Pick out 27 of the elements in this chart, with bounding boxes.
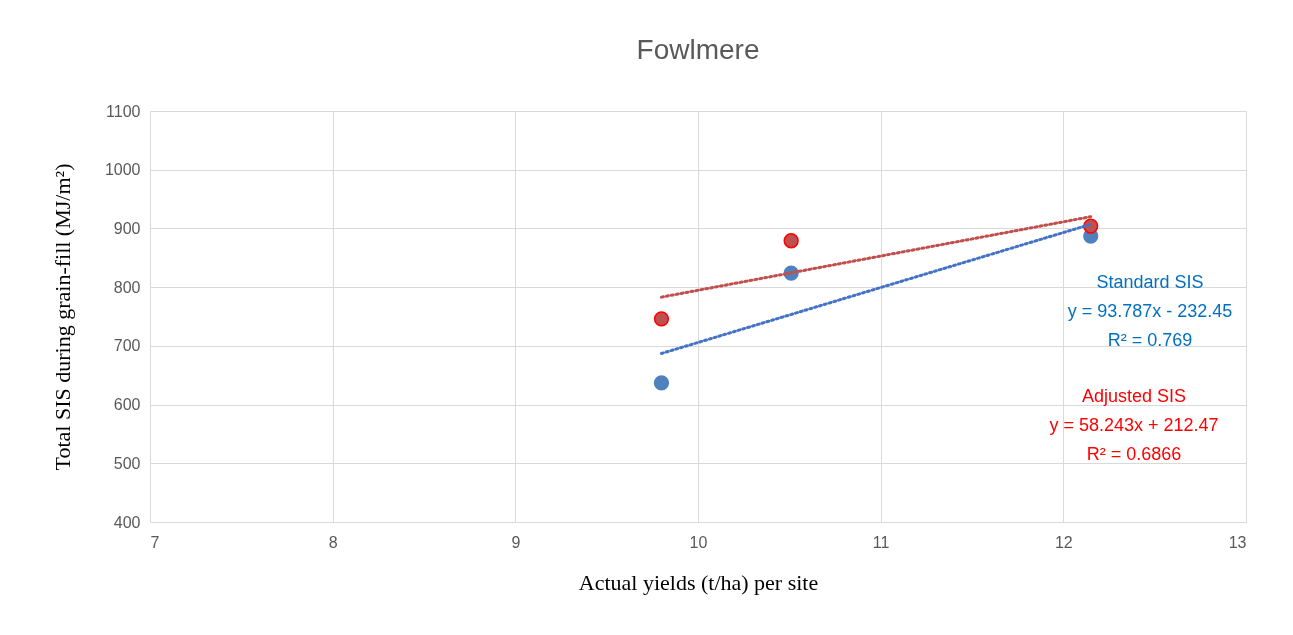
point xyxy=(653,375,670,391)
y-axis-title: Total SIS during grain-fill (MJ/m²) xyxy=(49,163,75,471)
point xyxy=(783,233,799,249)
x-tick-label: 11 xyxy=(872,533,890,551)
series-label: Standard SIS xyxy=(1096,272,1204,292)
point xyxy=(653,311,670,327)
x-tick-label: 9 xyxy=(511,533,521,551)
y-tick-label: 400 xyxy=(113,513,141,531)
annotation: y = 93.787x - 232.45 xyxy=(1067,301,1233,321)
y-tick-label: 600 xyxy=(113,396,141,414)
x-tick-label: 13 xyxy=(1228,533,1247,551)
x-tick-label: 12 xyxy=(1054,533,1073,551)
x-tick-label: 8 xyxy=(328,533,338,551)
x-tick-label: 7 xyxy=(150,533,160,551)
y-tick-label: 1000 xyxy=(104,161,141,179)
x-tick-label: 10 xyxy=(689,533,708,551)
text: Adjusted SIS xyxy=(1081,386,1187,406)
y-tick-label: 700 xyxy=(113,337,141,355)
annotation: y = 58.243x + 212.47 xyxy=(1049,415,1219,435)
y-tick-label: 1100 xyxy=(106,102,141,120)
chart-title: Fowlmere xyxy=(636,34,760,65)
annotation: R² = 0.6866 xyxy=(1086,444,1182,464)
y-tick-label: 900 xyxy=(113,219,141,237)
y-tick-label: 800 xyxy=(113,278,141,296)
annotation: R² = 0.769 xyxy=(1107,330,1193,350)
y-tick-label: 500 xyxy=(113,454,141,472)
x-axis-title: Actual yields (t/ha) per site xyxy=(578,569,819,595)
